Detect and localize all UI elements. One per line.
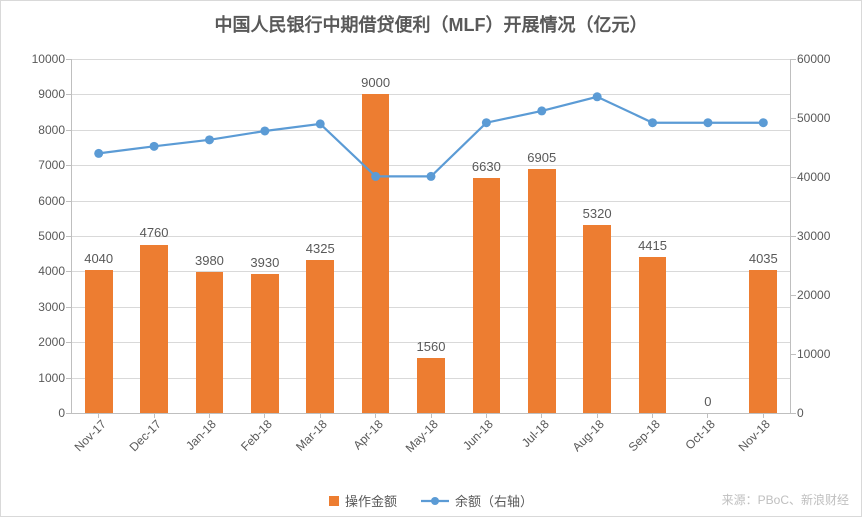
y-right-tick: 30000 <box>797 229 845 243</box>
chart-container: 中国人民银行中期借贷便利（MLF）开展情况（亿元） 01000200030004… <box>0 0 862 517</box>
legend-bar-label: 操作金额 <box>345 491 397 510</box>
legend-line-label: 余额（右轴） <box>455 491 533 510</box>
x-tick: Jul-18 <box>519 417 552 450</box>
x-tick: May-18 <box>403 417 441 455</box>
line-layer <box>71 59 791 413</box>
y-left-tick: 6000 <box>17 194 65 208</box>
x-tick: Apr-18 <box>350 417 385 452</box>
line-marker <box>427 172 436 181</box>
line-marker <box>593 92 602 101</box>
tick-mark <box>791 59 796 60</box>
line-marker <box>648 118 657 127</box>
source-credit: 来源：PBoC、新浪财经 <box>722 491 849 508</box>
y-right-tick: 20000 <box>797 288 845 302</box>
y-left-tick: 0 <box>17 406 65 420</box>
line-marker <box>703 118 712 127</box>
chart-title: 中国人民银行中期借贷便利（MLF）开展情况（亿元） <box>1 1 861 37</box>
y-left-tick: 4000 <box>17 264 65 278</box>
y-left-tick: 2000 <box>17 335 65 349</box>
line-marker <box>759 118 768 127</box>
y-right-tick: 0 <box>797 406 845 420</box>
axis-line <box>790 59 791 413</box>
axis-line <box>71 59 72 413</box>
y-left-tick: 1000 <box>17 371 65 385</box>
tick-mark <box>791 118 796 119</box>
plot-area: 0100020003000400050006000700080009000100… <box>71 59 791 413</box>
x-tick: Dec-17 <box>127 417 164 454</box>
legend-swatch-line <box>421 495 449 507</box>
tick-mark <box>791 177 796 178</box>
x-tick: Nov-17 <box>71 417 108 454</box>
x-tick: Feb-18 <box>238 417 275 454</box>
line-marker <box>316 119 325 128</box>
legend-item-line: 余额（右轴） <box>421 491 533 510</box>
tick-mark <box>66 413 71 414</box>
x-tick: Jan-18 <box>184 417 220 453</box>
line-marker <box>205 135 214 144</box>
y-right-tick: 50000 <box>797 111 845 125</box>
y-right-tick: 10000 <box>797 347 845 361</box>
line-marker <box>482 118 491 127</box>
line-marker <box>371 172 380 181</box>
y-left-tick: 10000 <box>17 52 65 66</box>
x-tick: Sep-18 <box>625 417 662 454</box>
tick-mark <box>791 236 796 237</box>
y-left-tick: 5000 <box>17 229 65 243</box>
x-tick: Mar-18 <box>293 417 330 454</box>
line-marker <box>94 149 103 158</box>
tick-mark <box>791 354 796 355</box>
x-tick: Nov-18 <box>736 417 773 454</box>
line-series <box>99 97 764 177</box>
tick-mark <box>791 295 796 296</box>
x-tick: Oct-18 <box>682 417 717 452</box>
legend-swatch-bar <box>329 496 339 506</box>
line-marker <box>260 126 269 135</box>
line-marker <box>150 142 159 151</box>
tick-mark <box>791 413 796 414</box>
y-left-tick: 9000 <box>17 87 65 101</box>
y-left-tick: 8000 <box>17 123 65 137</box>
x-tick: Aug-18 <box>570 417 607 454</box>
x-tick: Jun-18 <box>460 417 496 453</box>
legend-item-bar: 操作金额 <box>329 491 397 510</box>
y-right-tick: 40000 <box>797 170 845 184</box>
line-marker <box>537 106 546 115</box>
y-right-tick: 60000 <box>797 52 845 66</box>
y-left-tick: 3000 <box>17 300 65 314</box>
y-left-tick: 7000 <box>17 158 65 172</box>
